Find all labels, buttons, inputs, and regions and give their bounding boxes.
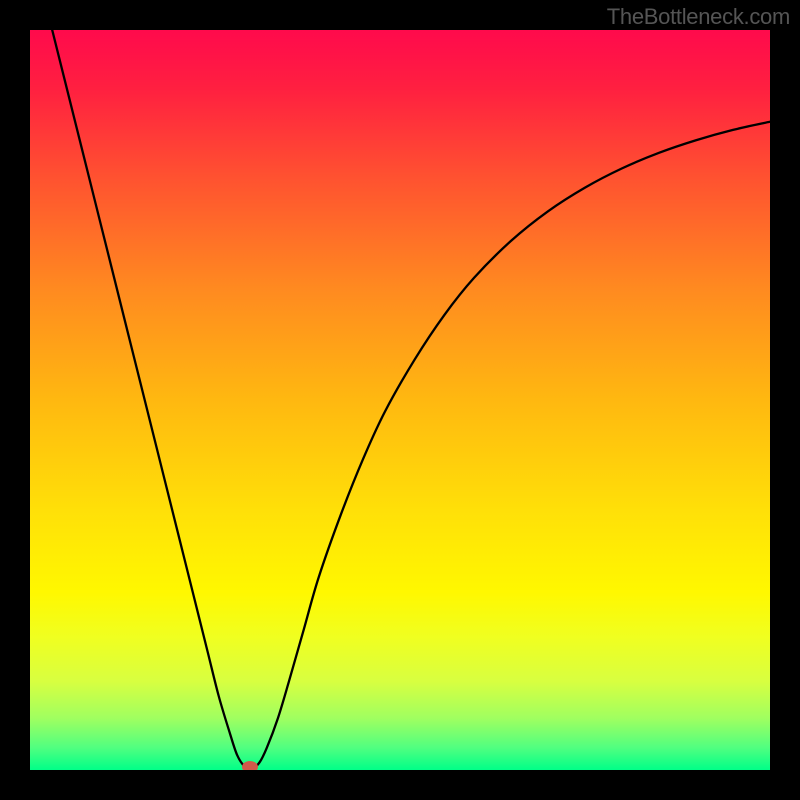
plot-area (30, 30, 770, 770)
watermark-text: TheBottleneck.com (607, 4, 790, 30)
optimum-marker (242, 761, 258, 770)
bottleneck-curve (52, 30, 770, 769)
curve-svg (30, 30, 770, 770)
chart-root: TheBottleneck.com (0, 0, 800, 800)
